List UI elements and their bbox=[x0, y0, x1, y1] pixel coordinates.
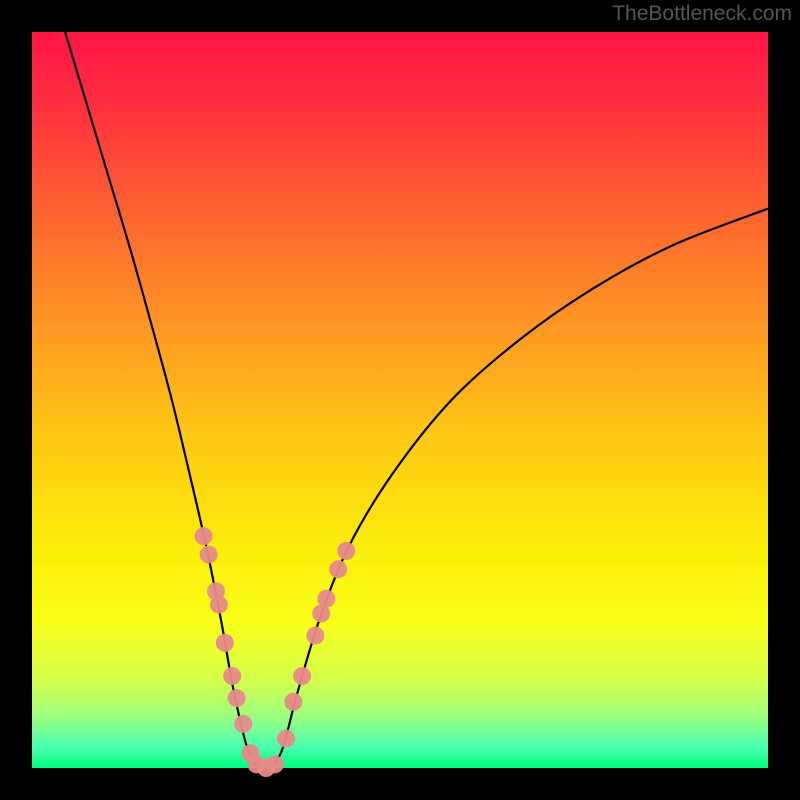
data-marker bbox=[337, 542, 355, 560]
data-marker bbox=[216, 634, 234, 652]
data-marker bbox=[266, 755, 284, 773]
data-marker bbox=[329, 560, 347, 578]
data-marker bbox=[284, 693, 302, 711]
data-marker bbox=[277, 730, 295, 748]
data-marker bbox=[228, 689, 246, 707]
data-marker bbox=[210, 596, 228, 614]
chart-container: TheBottleneck.com bbox=[0, 0, 800, 800]
data-marker bbox=[293, 667, 311, 685]
data-marker bbox=[194, 527, 212, 545]
data-marker bbox=[306, 627, 324, 645]
chart-svg bbox=[0, 0, 800, 800]
chart-plot-background bbox=[32, 32, 768, 768]
data-marker bbox=[317, 590, 335, 608]
data-marker bbox=[234, 715, 252, 733]
watermark-text: TheBottleneck.com bbox=[612, 2, 792, 26]
data-marker bbox=[223, 667, 241, 685]
data-marker bbox=[200, 546, 218, 564]
